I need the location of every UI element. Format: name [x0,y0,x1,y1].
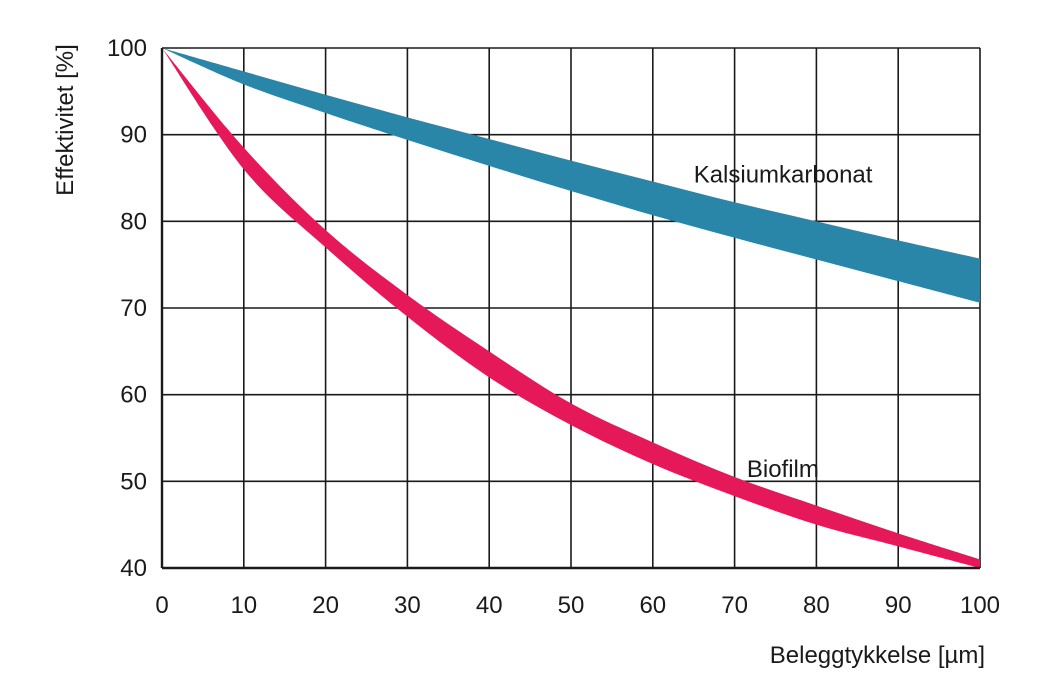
y-tick-labels: 40 50 60 70 80 90 100 [107,35,147,582]
x-tick-label: 50 [558,592,585,619]
x-tick-labels: 0 10 20 30 40 50 60 70 80 90 100 [155,592,1000,619]
x-tick-label: 10 [230,592,257,619]
bands [162,48,980,568]
x-tick-label: 70 [721,592,748,619]
x-tick-label: 100 [960,592,1000,619]
x-tick-label: 30 [394,592,421,619]
x-tick-label: 20 [312,592,339,619]
series-labels: Kalsiumkarbonat Biofilm [694,161,873,483]
x-tick-label: 80 [803,592,830,619]
x-tick-label: 0 [155,592,168,619]
grid [161,47,981,569]
x-axis-title: Beleggtykkelse [µm] [770,642,985,669]
y-tick-label: 70 [120,295,147,322]
series-label: Biofilm [747,456,819,483]
x-tick-label: 40 [476,592,503,619]
x-tick-label: 60 [639,592,666,619]
y-tick-label: 100 [107,35,147,62]
band-kalsiumkarbonat [162,48,980,303]
y-tick-label: 80 [120,208,147,235]
x-tick-label: 90 [885,592,912,619]
axes [160,48,980,570]
y-tick-label: 60 [120,382,147,409]
y-tick-label: 90 [120,122,147,149]
series-label: Kalsiumkarbonat [694,161,873,188]
y-tick-label: 50 [120,468,147,495]
y-tick-label: 40 [120,555,147,582]
y-axis-title: Effektivitet [%] [52,44,79,196]
